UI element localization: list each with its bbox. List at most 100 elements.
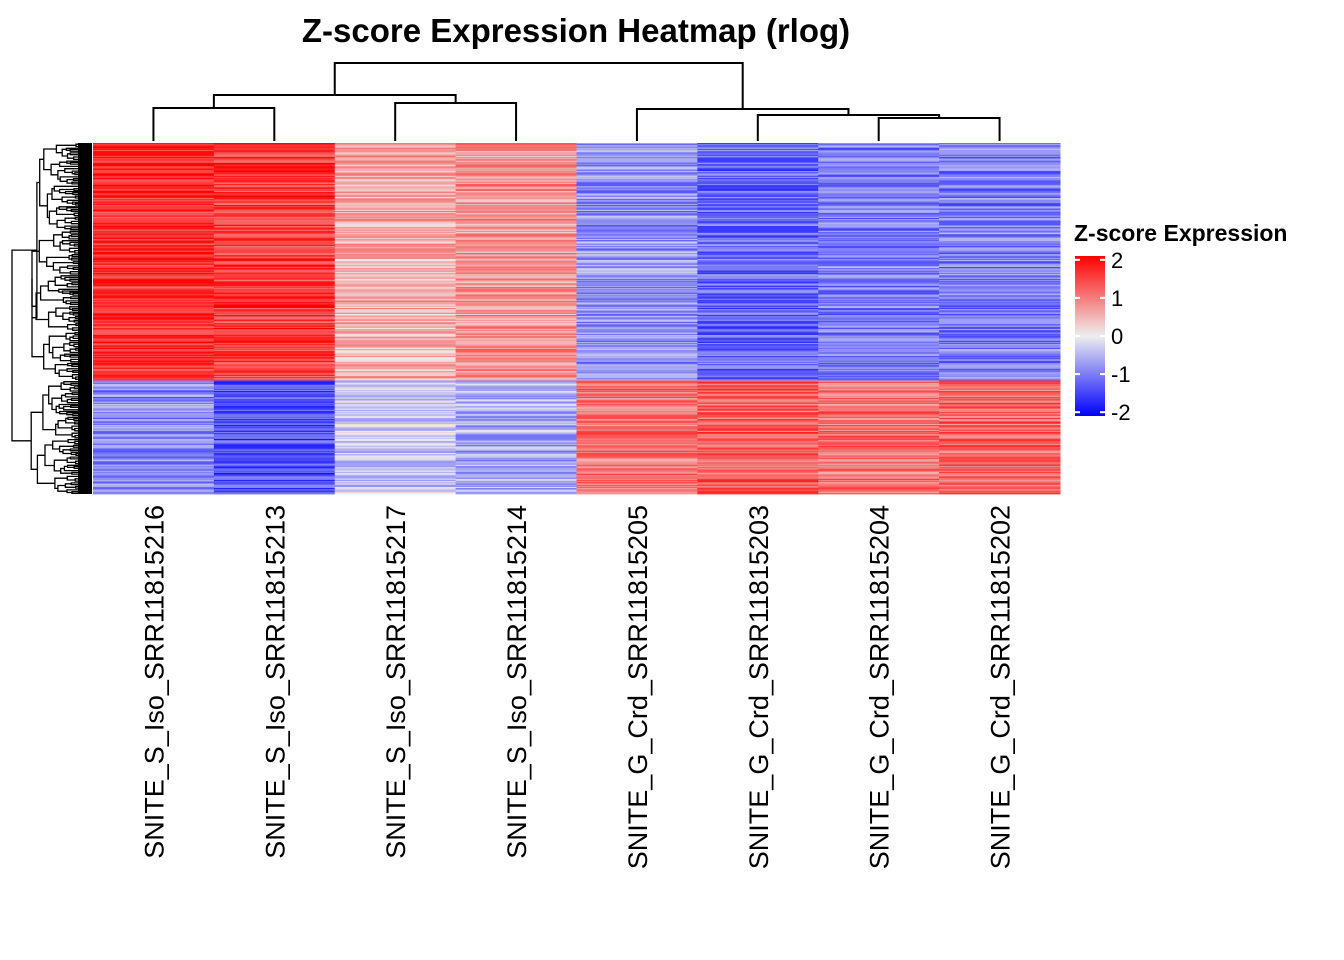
heatmap-cell (213, 245, 336, 248)
heatmap-cell (697, 203, 819, 206)
heatmap-cell (213, 171, 336, 173)
heatmap-cell (213, 255, 336, 257)
heatmap-cell (939, 243, 1061, 246)
heatmap-cell (576, 317, 698, 319)
heatmap-cell (939, 196, 1061, 199)
heatmap-cell (818, 304, 940, 307)
heatmap-cell (697, 339, 819, 342)
heatmap-cell (213, 155, 336, 158)
heatmap-cell (334, 285, 457, 288)
heatmap-cell (455, 250, 578, 253)
heatmap-cell (697, 196, 819, 199)
dendrogram-branch (69, 271, 78, 275)
heatmap-cell (576, 324, 698, 326)
heatmap-cell (939, 178, 1061, 180)
heatmap-cell (455, 282, 578, 284)
heatmap-cell (334, 292, 457, 295)
heatmap-cell (939, 230, 1061, 233)
heatmap-cell (576, 477, 698, 480)
heatmap-cell (213, 353, 336, 356)
heatmap-cell (93, 314, 215, 317)
heatmap-cell (455, 478, 578, 481)
heatmap-cell (697, 143, 819, 145)
heatmap-cell (334, 284, 457, 287)
heatmap-cell (213, 146, 336, 149)
heatmap-cell (818, 300, 940, 303)
heatmap-cell (818, 282, 940, 284)
dendrogram-branch (75, 323, 78, 327)
heatmap-cell (213, 158, 336, 160)
heatmap-cell (939, 416, 1061, 419)
heatmap-cell (939, 193, 1061, 195)
heatmap-cell (697, 351, 819, 353)
heatmap-cell (334, 168, 457, 171)
heatmap-cell (576, 157, 698, 159)
heatmap-cell (334, 175, 457, 178)
heatmap-cell (334, 489, 457, 491)
heatmap-cell (576, 209, 698, 212)
heatmap-cell (818, 395, 940, 398)
heatmap-cell (93, 322, 215, 324)
dendrogram-branch (72, 261, 78, 265)
heatmap-cell (697, 469, 819, 471)
heatmap-cell (93, 279, 215, 282)
heatmap-cell (93, 155, 215, 158)
heatmap-cell (213, 334, 336, 337)
heatmap-cell (334, 393, 457, 395)
heatmap-cell (334, 358, 457, 360)
heatmap-cell (334, 289, 457, 291)
heatmap-cell (455, 228, 578, 230)
heatmap-cell (334, 305, 457, 308)
heatmap-cell (455, 467, 578, 469)
heatmap-cell (213, 469, 336, 471)
heatmap-cell (818, 188, 940, 191)
heatmap-cell (213, 337, 336, 339)
heatmap-cell (576, 205, 698, 207)
heatmap-cell (213, 336, 336, 338)
heatmap-cell (697, 260, 819, 262)
heatmap-cell (697, 450, 819, 453)
heatmap-cell (213, 237, 336, 240)
heatmap-cell (93, 463, 215, 466)
heatmap-cell (697, 187, 819, 190)
heatmap-cell (576, 334, 698, 337)
heatmap-cell (697, 276, 819, 278)
heatmap-cell (93, 433, 215, 435)
heatmap-cell (213, 398, 336, 400)
heatmap-cell (93, 154, 215, 157)
heatmap-cell (818, 279, 940, 282)
heatmap-cell (818, 199, 940, 201)
heatmap-cell (697, 189, 819, 192)
heatmap-cell (93, 276, 215, 278)
heatmap-cell (213, 338, 336, 340)
dendrogram-branch (74, 434, 78, 439)
heatmap-cell (818, 336, 940, 338)
heatmap-cell (455, 358, 578, 360)
heatmap-cell (697, 304, 819, 307)
heatmap-cell (697, 490, 819, 493)
heatmap-cell (818, 217, 940, 220)
heatmap-cell (93, 492, 215, 495)
heatmap-cell (576, 490, 698, 493)
heatmap-cell (93, 372, 215, 374)
heatmap-cell (697, 331, 819, 333)
heatmap-cell (213, 413, 336, 415)
heatmap-cell (334, 402, 457, 405)
heatmap-cell (697, 362, 819, 365)
heatmap-cell (576, 207, 698, 209)
heatmap-cell (334, 442, 457, 445)
heatmap-cell (939, 415, 1061, 418)
heatmap-cell (576, 290, 698, 292)
heatmap-cell (213, 476, 336, 479)
heatmap-cell (213, 441, 336, 443)
heatmap-cell (455, 362, 578, 365)
heatmap-cell (213, 330, 336, 332)
heatmap-cell (334, 186, 457, 188)
heatmap-cell (818, 260, 940, 262)
heatmap-cell (576, 440, 698, 442)
heatmap-cell (697, 447, 819, 449)
heatmap-cell (455, 346, 578, 349)
heatmap-cell (818, 421, 940, 424)
heatmap-cell (455, 337, 578, 339)
heatmap-cell (455, 450, 578, 453)
